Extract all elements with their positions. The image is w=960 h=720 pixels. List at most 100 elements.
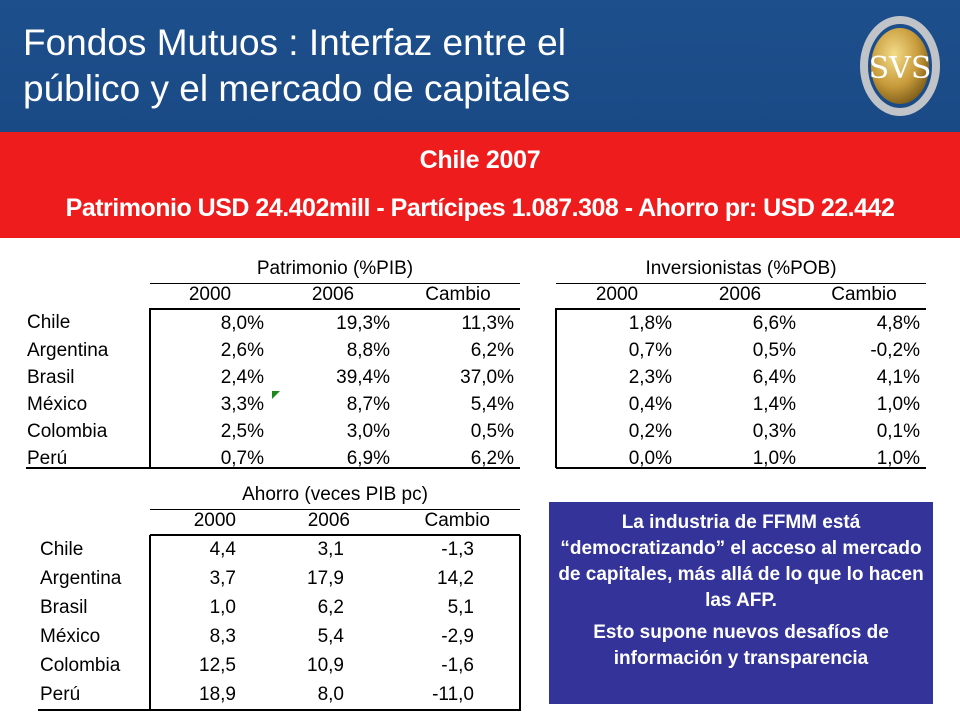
patrimonio-col-2006: 2006 [270,282,396,310]
table-cell: 1,4% [752,393,796,415]
table-row: 2,3% 6,4% 4,1% [556,364,926,391]
slide-title: Fondos Mutuos : Interfaz entre el públic… [23,20,570,112]
table-cell: 6,2% [470,339,514,361]
patrimonio-col-2000: 2000 [150,282,270,310]
table-cell: 6,2% [470,447,514,469]
patrimonio-col-cambio: Cambio [396,282,520,310]
table-cell: -1,3 [441,539,474,560]
table-cell: 3,1 [317,539,344,560]
patrimonio-table: 2000 2006 Cambio Chile 8,0% 19,3% 11,3% … [25,282,520,472]
table-row: 0,0% 1,0% 1,0% [556,445,926,472]
table-row: Chile 8,0% 19,3% 11,3% [25,309,520,337]
patrimonio-caption: Patrimonio (%PIB) [256,258,414,279]
table-row: Brasil 1,0 6,2 5,1 [38,593,520,622]
country-label: México [40,625,101,647]
inversionistas-col-2000: 2000 [556,282,678,310]
table-cell: 8,0 [317,683,344,705]
ahorro-header-row: 2000 2006 Cambio [38,508,520,536]
table-cell: -2,9 [441,625,474,647]
table-cell: 0,2% [628,420,672,442]
country-label: Colombia [40,654,121,676]
country-label: Chile [27,312,71,333]
table-row: Chile 4,4 3,1 -1,3 [38,535,520,564]
table-cell: -11,0 [432,683,474,705]
title-line-1: Fondos Mutuos : Interfaz entre el [23,22,566,63]
table-cell: 0,0% [628,447,672,469]
table-cell: 2,3% [628,366,672,388]
table-cell: -1,6 [441,654,474,676]
table-cell: 8,8% [346,339,390,361]
ahorro-left-rule [149,535,151,711]
table-cell: 5,4 [317,625,344,647]
table-cell: 11,3% [461,312,514,334]
table-cell: 19,3% [336,312,390,334]
inversionistas-col-2006: 2006 [678,282,802,310]
table-cell: 0,4% [628,393,672,415]
banner-line-2: Patrimonio USD 24.402mill - Partícipes 1… [65,194,895,222]
table-cell: 2,5% [220,420,264,442]
table-row: 0,2% 0,3% 0,1% [556,418,926,445]
table-row: Brasil 2,4% 39,4% 37,0% [25,364,520,391]
table-cell: 4,4 [209,539,236,560]
inversionistas-bottom-rule [556,467,926,469]
table-cell: 8,7% [346,393,390,415]
table-cell: 5,1 [447,596,474,618]
table-cell: 0,5% [752,339,796,361]
table-row: Perú 0,7% 6,9% 6,2% [25,445,520,472]
inversionistas-left-rule [555,308,557,468]
ahorro-right-rule [519,535,521,711]
table-cell: 0,7% [628,339,672,361]
country-label: Argentina [40,567,122,589]
table-row: México 8,3 5,4 -2,9 [38,622,520,651]
inversionistas-header-row: 2000 2006 Cambio [556,282,926,310]
table-cell: 8,3 [209,625,236,647]
table-cell: 6,2 [317,596,344,618]
table-cell: 39,4% [336,366,390,388]
table-cell: 1,0% [752,447,796,469]
table-cell: 4,8% [876,312,920,334]
ahorro-col-2000: 2000 [150,508,246,536]
banner-line-1: Chile 2007 [419,146,541,174]
table-cell: 1,0% [876,447,920,469]
ahorro-col-2006: 2006 [246,508,372,536]
table-cell: 14,2 [437,567,474,589]
table-cell: 12,5 [199,654,236,676]
patrimonio-bottom-rule [26,467,520,469]
callout-paragraph-2: Esto supone nuevos desafíos de informaci… [593,622,889,669]
table-cell: 0,1% [876,420,920,442]
country-label: Chile [40,538,84,560]
patrimonio-header-row: 2000 2006 Cambio [25,282,520,310]
ahorro-col-cambio: Cambio [372,508,520,536]
table-cell: 2,6% [220,339,264,361]
country-label: Perú [40,683,81,705]
title-line-2: público y el mercado de capitales [23,68,571,109]
table-row: 0,4% 1,4% 1,0% [556,391,926,418]
table-row: Colombia 2,5% 3,0% 0,5% [25,418,520,445]
table-cell: 3,0% [346,420,390,442]
table-cell: 1,0 [209,596,236,618]
table-row: Argentina 2,6% 8,8% 6,2% [25,337,520,364]
ahorro-bottom-rule [38,709,520,711]
callout-box: La industria de FFMM está “democratizand… [549,502,933,704]
table-cell: 18,9 [199,683,236,705]
table-cell: 0,3% [752,420,796,442]
country-label: Brasil [27,366,75,388]
svs-logo: SVS [860,16,940,116]
table-cell: 1,8% [628,312,672,334]
table-row: Argentina 3,7 17,9 14,2 [38,564,520,593]
table-row: 0,7% 0,5% -0,2% [556,337,926,364]
table-cell: 0,5% [470,420,514,442]
table-row: Colombia 12,5 10,9 -1,6 [38,651,520,680]
table-row: Perú 18,9 8,0 -11,0 [38,680,520,709]
table-row: 1,8% 6,6% 4,8% [556,309,926,337]
country-label: México [27,393,88,415]
table-cell: 2,4% [220,366,264,388]
table-cell: 6,4% [752,366,796,388]
table-cell: 1,0% [876,393,920,415]
logo-text: SVS [869,51,932,86]
green-corner-marker [272,391,280,399]
table-row: México 3,3% 8,7% 5,4% [25,391,520,418]
table-cell: 3,3% [220,393,264,415]
table-cell: 6,9% [346,447,390,469]
summary-banner: Chile 2007 Patrimonio USD 24.402mill - P… [0,132,960,238]
